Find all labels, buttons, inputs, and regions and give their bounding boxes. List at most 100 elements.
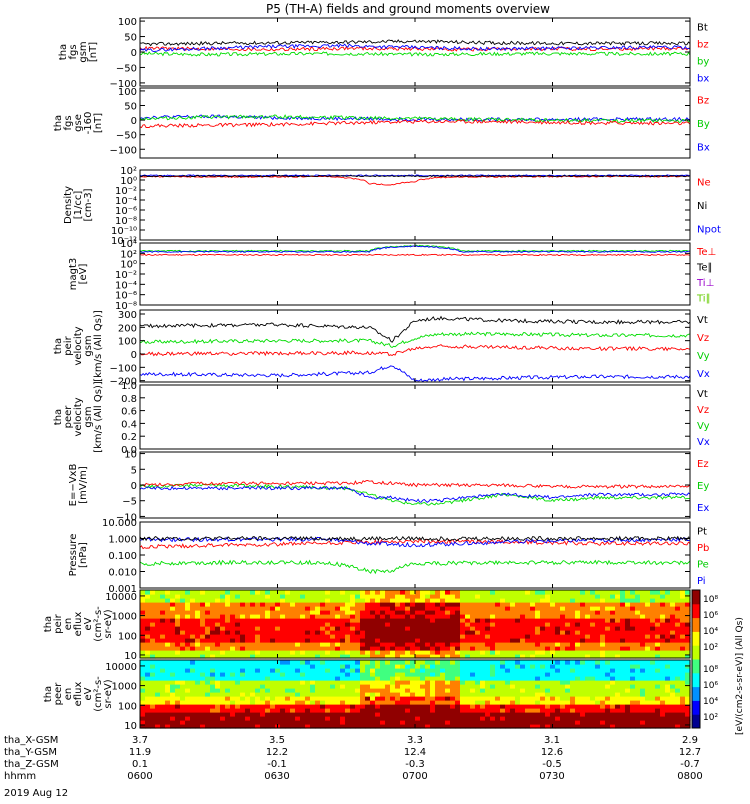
heatmap-cell: [650, 684, 656, 689]
heatmap-cell: [640, 610, 646, 615]
heatmap-cell: [445, 630, 451, 635]
heatmap-cell: [375, 716, 381, 721]
heatmap-cell: [665, 606, 671, 611]
heatmap-cell: [440, 716, 446, 721]
heatmap-cell: [395, 626, 401, 631]
legend-Ne: Ne: [697, 178, 711, 189]
heatmap-cell: [475, 610, 481, 615]
heatmap-cell: [435, 634, 441, 639]
heatmap-cell: [485, 664, 491, 669]
heatmap-cell: [265, 664, 271, 669]
heatmap-cell: [210, 642, 216, 647]
heatmap-cell: [315, 716, 321, 721]
heatmap-cell: [240, 680, 246, 685]
heatmap-cell: [340, 650, 346, 655]
heatmap-cell: [430, 692, 436, 697]
heatmap-cell: [325, 692, 331, 697]
heatmap-cell: [260, 684, 266, 689]
heatmap-cell: [350, 712, 356, 717]
heatmap-cell: [230, 688, 236, 693]
heatmap-cell: [335, 700, 341, 705]
heatmap-cell: [185, 654, 191, 659]
heatmap-cell: [320, 676, 326, 681]
heatmap-cell: [525, 630, 531, 635]
heatmap-cell: [435, 606, 441, 611]
legend-Te∥: Te∥: [696, 262, 713, 273]
heatmap-cell: [485, 638, 491, 643]
heatmap-cell: [475, 634, 481, 639]
heatmap-cell: [190, 654, 196, 659]
heatmap-cell: [190, 676, 196, 681]
heatmap-cell: [635, 594, 641, 599]
heatmap-cell: [385, 634, 391, 639]
heatmap-cell: [215, 720, 221, 725]
heatmap-cell: [545, 688, 551, 693]
y-tick-label: 1000: [112, 612, 137, 623]
heatmap-cell: [525, 708, 531, 713]
heatmap-cell: [455, 696, 461, 701]
heatmap-cell: [685, 708, 691, 713]
heatmap-cell: [485, 642, 491, 647]
heatmap-cell: [260, 680, 266, 685]
heatmap-cell: [355, 654, 361, 659]
heatmap-cell: [355, 668, 361, 673]
heatmap-cell: [565, 692, 571, 697]
legend-Ti∥: Ti∥: [696, 293, 711, 304]
heatmap-cell: [210, 630, 216, 635]
heatmap-cell: [450, 692, 456, 697]
heatmap-cell: [325, 646, 331, 651]
heatmap-cell: [510, 716, 516, 721]
heatmap-cell: [650, 638, 656, 643]
heatmap-cell: [170, 712, 176, 717]
heatmap-cell: [390, 700, 396, 705]
heatmap-cell: [220, 720, 226, 725]
heatmap-cell: [525, 720, 531, 725]
heatmap-cell: [550, 704, 556, 709]
heatmap-cell: [280, 594, 286, 599]
heatmap-cell: [580, 646, 586, 651]
heatmap-cell: [680, 650, 686, 655]
heatmap-cell: [320, 688, 326, 693]
heatmap-cell: [540, 712, 546, 717]
heatmap-cell: [380, 626, 386, 631]
heatmap-cell: [580, 688, 586, 693]
ylabel-line: peer: [63, 405, 74, 429]
heatmap-cell: [525, 626, 531, 631]
heatmap-cell: [175, 614, 181, 619]
heatmap-cell: [310, 660, 316, 665]
heatmap-cell: [235, 696, 241, 701]
heatmap-cell: [500, 660, 506, 665]
heatmap-cell: [385, 618, 391, 623]
heatmap-cell: [580, 720, 586, 725]
heatmap-cell: [305, 650, 311, 655]
heatmap-cell: [140, 654, 146, 659]
heatmap-cell: [325, 622, 331, 627]
heatmap-cell: [295, 716, 301, 721]
heatmap-cell: [510, 720, 516, 725]
heatmap-cell: [515, 716, 521, 721]
heatmap-cell: [590, 594, 596, 599]
heatmap-cell: [465, 712, 471, 717]
heatmap-cell: [165, 618, 171, 623]
heatmap-cell: [170, 598, 176, 603]
heatmap-cell: [460, 606, 466, 611]
heatmap-cell: [265, 720, 271, 725]
heatmap-cell: [595, 720, 601, 725]
heatmap-cell: [215, 660, 221, 665]
heatmap-cell: [530, 696, 536, 701]
heatmap-cell: [365, 650, 371, 655]
heatmap-cell: [510, 708, 516, 713]
heatmap-cell: [420, 598, 426, 603]
heatmap-cell: [180, 664, 186, 669]
heatmap-cell: [600, 626, 606, 631]
heatmap-cell: [370, 602, 376, 607]
heatmap-cell: [580, 664, 586, 669]
heatmap-cell: [260, 672, 266, 677]
heatmap-cell: [590, 626, 596, 631]
heatmap-cell: [160, 646, 166, 651]
heatmap-cell: [595, 650, 601, 655]
heatmap-cell: [615, 672, 621, 677]
heatmap-cell: [170, 590, 176, 595]
heatmap-cell: [230, 704, 236, 709]
heatmap-cell: [195, 688, 201, 693]
